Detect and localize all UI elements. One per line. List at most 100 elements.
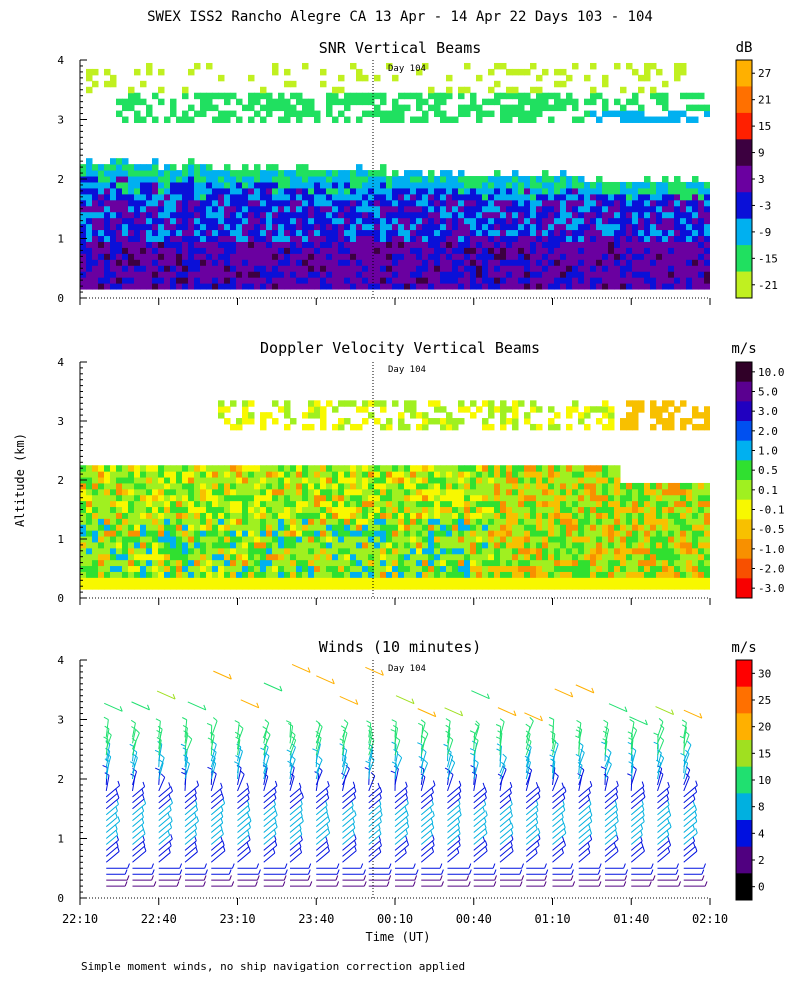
snr-cell [338, 205, 345, 213]
doppler-cell [104, 577, 111, 584]
snr-cell [494, 241, 501, 248]
snr-cell [338, 199, 345, 207]
snr-cell [506, 68, 513, 76]
doppler-cell [164, 547, 171, 555]
snr-cell [302, 235, 309, 242]
doppler-y-tick-label: 2 [57, 474, 64, 487]
snr-cell [278, 265, 285, 272]
doppler-cell [578, 524, 585, 531]
doppler-cell [692, 559, 699, 567]
snr-cell [200, 98, 207, 106]
doppler-cell [452, 553, 459, 561]
doppler-cell [386, 494, 393, 502]
doppler-cell [632, 541, 639, 549]
snr-cell [632, 68, 639, 76]
doppler-cell [446, 536, 453, 543]
snr-cell [512, 223, 519, 231]
doppler-cell [410, 553, 417, 561]
doppler-cell [656, 583, 663, 590]
snr-cell [506, 235, 513, 242]
snr-cell [674, 110, 681, 118]
doppler-cell [236, 500, 243, 508]
snr-cell [176, 181, 183, 189]
doppler-cell [620, 530, 627, 537]
snr-cell [482, 187, 489, 195]
snr-cell [428, 170, 435, 177]
snr-cell [170, 229, 177, 237]
doppler-cell [452, 577, 459, 584]
snr-cell [662, 92, 669, 100]
doppler-cell [668, 524, 675, 531]
doppler-cell [548, 536, 555, 543]
snr-cell [620, 86, 627, 94]
doppler-cell [452, 494, 459, 502]
snr-cell [128, 283, 135, 290]
snr-cell [128, 104, 135, 112]
doppler-cell [596, 530, 603, 537]
doppler-cell [704, 488, 710, 496]
doppler-cell [626, 577, 633, 584]
snr-cell [626, 62, 633, 70]
doppler-cell [326, 465, 333, 472]
snr-cell [614, 199, 621, 207]
snr-cell [410, 181, 417, 189]
doppler-cell [614, 512, 621, 519]
snr-cell [698, 205, 705, 213]
snr-cell [344, 199, 351, 207]
doppler-cell [470, 547, 477, 555]
snr-cell [380, 92, 387, 100]
doppler-cell [452, 583, 459, 590]
snr-cell [278, 104, 285, 112]
snr-cell [422, 199, 429, 207]
snr-cell [134, 271, 141, 278]
doppler-cell [284, 494, 291, 502]
snr-cell [428, 205, 435, 213]
snr-cell [416, 211, 423, 219]
snr-cell [590, 253, 597, 260]
doppler-cell [80, 488, 87, 496]
snr-cell [380, 223, 387, 231]
snr-cell [458, 205, 465, 213]
doppler-cell [650, 559, 657, 567]
doppler-cell [404, 553, 411, 561]
snr-cell [374, 253, 381, 260]
doppler-cell [530, 583, 537, 590]
doppler-cell [656, 412, 663, 419]
doppler-cell [164, 553, 171, 561]
doppler-cell [554, 412, 561, 419]
snr-cell [224, 241, 231, 248]
doppler-cell [686, 512, 693, 519]
doppler-cell [242, 565, 249, 572]
doppler-cell [650, 494, 657, 502]
doppler-cell [164, 583, 171, 590]
snr-cell [200, 92, 207, 100]
doppler-cell [104, 477, 111, 484]
doppler-cell [80, 465, 87, 472]
snr-cell [656, 217, 663, 225]
doppler-cell [146, 583, 153, 590]
doppler-cell [338, 494, 345, 502]
doppler-cell [302, 541, 309, 549]
doppler-cell [404, 477, 411, 484]
snr-cell [464, 62, 471, 70]
doppler-cell [308, 583, 315, 590]
snr-cell [398, 229, 405, 237]
doppler-cell [536, 465, 543, 472]
snr-cell [434, 259, 441, 266]
snr-cell [488, 265, 495, 272]
doppler-cell [674, 488, 681, 496]
doppler-cell [482, 577, 489, 584]
doppler-cell [698, 524, 705, 531]
doppler-cell [494, 541, 501, 549]
snr-cell [206, 205, 213, 213]
doppler-cell [242, 500, 249, 508]
snr-cell [596, 277, 603, 284]
snr-cell [434, 235, 441, 242]
snr-cell [494, 92, 501, 100]
snr-cell [176, 229, 183, 237]
doppler-cell [110, 488, 117, 496]
snr-cell [704, 110, 710, 118]
doppler-cell [650, 577, 657, 584]
doppler-cell [326, 471, 333, 478]
doppler-cell [404, 541, 411, 549]
